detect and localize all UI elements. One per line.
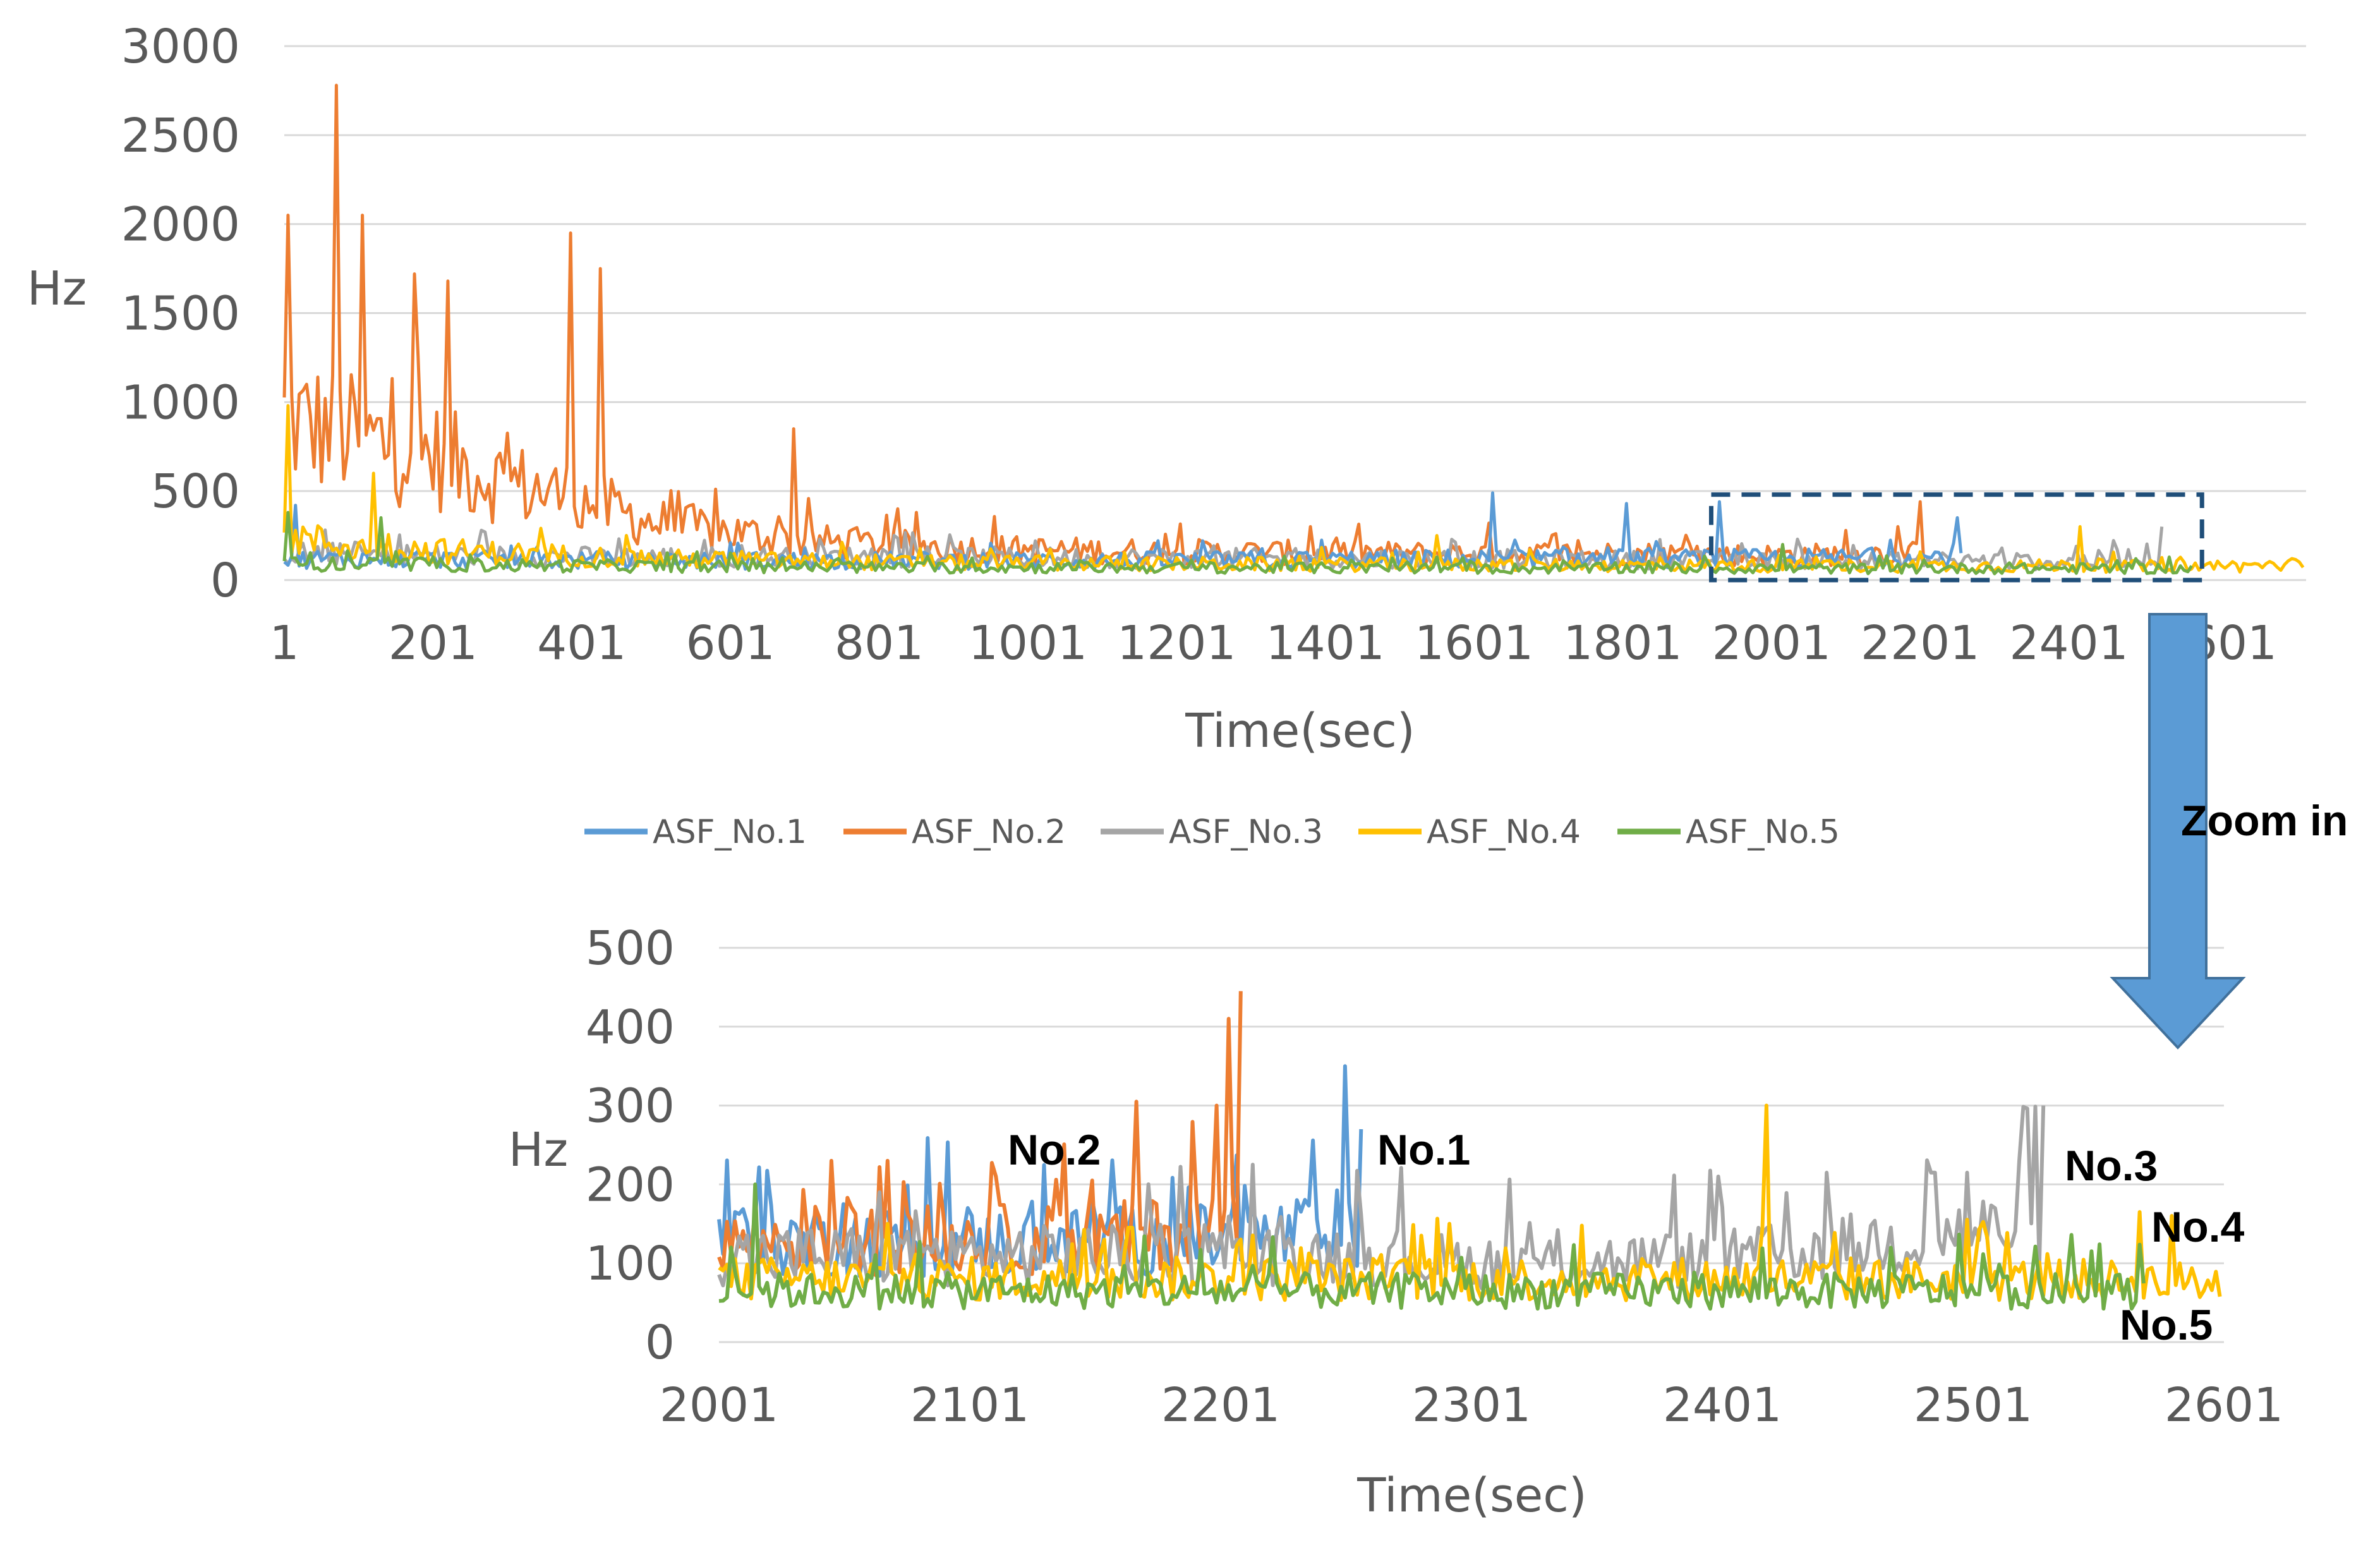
overview-y-tick: 1000: [121, 375, 240, 430]
overview-y-tick-labels: 0 500 1000 1500 2000 2500 3000: [121, 20, 240, 608]
zoom-in-label: Zoom in: [2181, 797, 2348, 845]
annotation-no5: No.5: [2120, 1301, 2213, 1349]
overview-x-tick: 1601: [1415, 616, 1533, 670]
zoomed-x-tick: 2501: [1914, 1378, 2033, 1432]
overview-x-tick: 2001: [1712, 616, 1831, 670]
overview-y-axis-title: Hz: [27, 262, 87, 316]
legend-item-asf-no4: ASF_No.4: [1358, 813, 1581, 851]
overview-y-tick: 2500: [121, 109, 240, 163]
overview-x-tick: 1: [269, 616, 299, 670]
legend-item-asf-no2: ASF_No.2: [843, 813, 1066, 851]
series-line-asf-no2: [282, 83, 1926, 567]
zoomed-x-tick: 2401: [1663, 1378, 1782, 1432]
overview-x-tick: 2401: [2009, 616, 2128, 670]
down-arrow-icon: [2110, 613, 2246, 1050]
zoomed-y-tick: 200: [586, 1158, 675, 1212]
overview-y-tick: 3000: [121, 20, 240, 74]
annotation-no1: No.1: [1377, 1126, 1470, 1174]
zoomed-y-axis-title: Hz: [509, 1123, 569, 1177]
zoomed-x-axis-title: Time(sec): [1356, 1468, 1587, 1523]
overview-x-tick: 201: [389, 616, 478, 670]
zoomed-y-tick: 100: [586, 1237, 675, 1291]
zoomed-chart: 0 100 200 300 400 500 2001 2101 2201 2301 2401 250…: [509, 921, 2283, 1523]
zoomed-x-tick-labels: 2001 2101 2201 2301 2401 2501 2601: [660, 1378, 2283, 1432]
annotation-no4: No.4: [2151, 1203, 2245, 1251]
overview-series: [282, 83, 2305, 576]
zoomed-y-tick-labels: 0 100 200 300 400 500: [586, 921, 675, 1370]
overview-x-tick: 1001: [969, 616, 1087, 670]
overview-x-tick: 1801: [1563, 616, 1682, 670]
series-line-asf-no5: [282, 511, 2193, 576]
overview-x-tick: 801: [835, 616, 924, 670]
zoomed-y-tick: 500: [586, 921, 675, 976]
zoomed-y-tick: 400: [586, 1000, 675, 1055]
legend-item-asf-no1: ASF_No.1: [584, 813, 807, 851]
overview-y-tick: 500: [151, 464, 240, 519]
zoomed-series: [717, 991, 2222, 1311]
overview-x-axis-title: Time(sec): [1185, 704, 1415, 758]
overview-y-tick: 0: [210, 554, 240, 608]
overview-x-tick-labels: 1 201 401 601 801 1001 1201 1401 1601 1801 2001 220…: [269, 616, 2277, 670]
zoomed-y-tick: 300: [586, 1079, 675, 1134]
zoom-region-box: [1708, 492, 2204, 583]
legend-label: ASF_No.3: [1169, 813, 1323, 851]
overview-x-tick: 401: [537, 616, 626, 670]
legend-item-asf-no5: ASF_No.5: [1617, 813, 1840, 851]
overview-x-tick: 1201: [1117, 616, 1236, 670]
legend-label: ASF_No.5: [1686, 813, 1840, 851]
overview-x-tick: 1401: [1266, 616, 1385, 670]
zoomed-y-tick: 0: [645, 1316, 675, 1370]
zoomed-x-tick: 2301: [1412, 1378, 1531, 1432]
legend-label: ASF_No.2: [912, 813, 1066, 851]
overview-gridlines: [284, 45, 2306, 581]
zoomed-x-tick: 2601: [2165, 1378, 2283, 1432]
annotation-no3: No.3: [2065, 1142, 2158, 1190]
overview-y-tick: 2000: [121, 198, 240, 252]
series-line-asf-no5: [718, 1182, 2146, 1311]
legend-label: ASF_No.4: [1427, 813, 1581, 851]
annotation-no2: No.2: [1008, 1126, 1101, 1174]
legend-label: ASF_No.1: [653, 813, 807, 851]
zoomed-x-tick: 2201: [1161, 1378, 1280, 1432]
zoomed-x-tick: 2101: [910, 1378, 1029, 1432]
legend-item-asf-no3: ASF_No.3: [1101, 813, 1323, 851]
legend: ASF_No.1 ASF_No.2 ASF_No.3 ASF_No.4 ASF_No.5: [584, 813, 1840, 851]
overview-y-tick: 1500: [121, 287, 240, 341]
overview-x-tick: 2201: [1861, 616, 1979, 670]
overview-x-tick: 601: [686, 616, 775, 670]
zoom-arrow: Zoom in: [2110, 613, 2348, 1050]
series-line-asf-no4: [718, 1103, 2222, 1303]
zoomed-x-tick: 2001: [660, 1378, 778, 1432]
